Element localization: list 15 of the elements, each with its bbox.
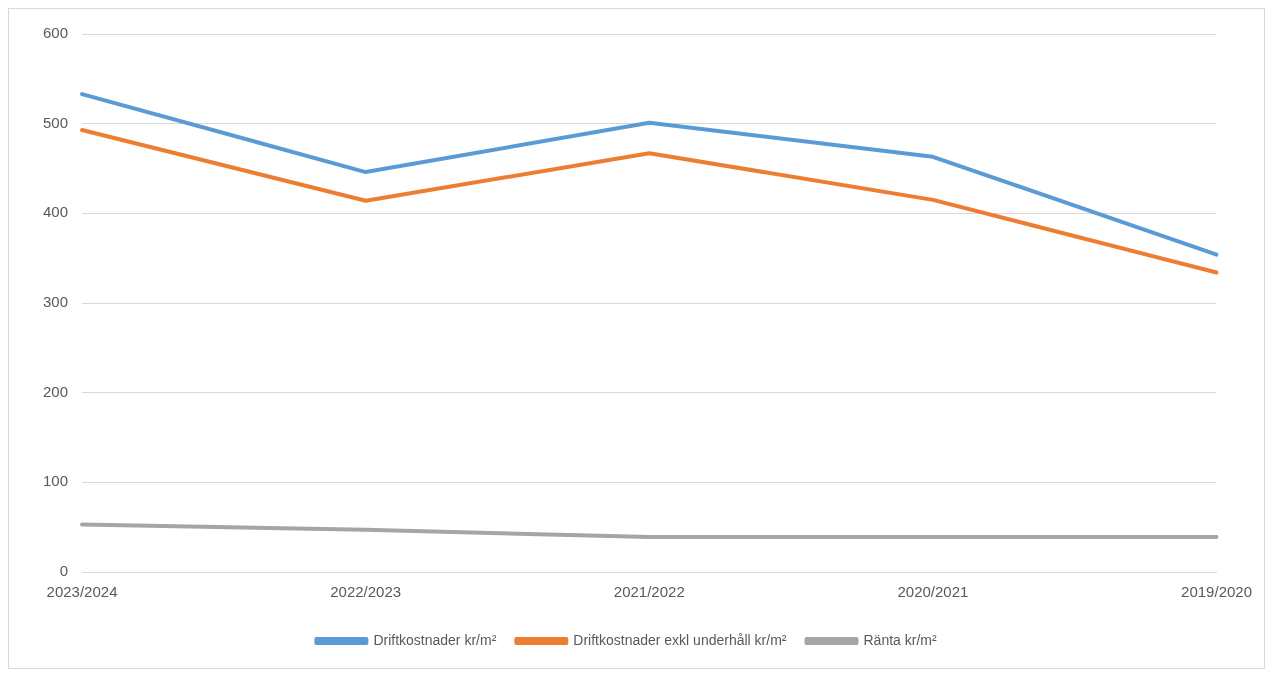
legend-label: Driftkostnader kr/m² [373, 631, 497, 648]
x-tick-label: 2023/2024 [46, 583, 118, 601]
y-tick-label: 0 [59, 562, 69, 580]
y-tick-label: 400 [43, 203, 69, 221]
x-tick-label: 2019/2020 [1181, 583, 1252, 601]
legend-label: Driftkostnader exkl underhåll kr/m² [573, 631, 787, 648]
y-tick-label: 200 [43, 382, 69, 400]
y-tick-label: 600 [43, 24, 69, 42]
y-tick-label: 300 [43, 293, 69, 311]
x-tick-label: 2020/2021 [897, 583, 969, 601]
x-tick-label: 2022/2023 [330, 583, 402, 601]
x-tick-label: 2021/2022 [613, 583, 685, 601]
legend-label: Ränta kr/m² [863, 631, 937, 648]
y-tick-label: 500 [43, 113, 69, 131]
y-tick-label: 100 [43, 472, 69, 490]
